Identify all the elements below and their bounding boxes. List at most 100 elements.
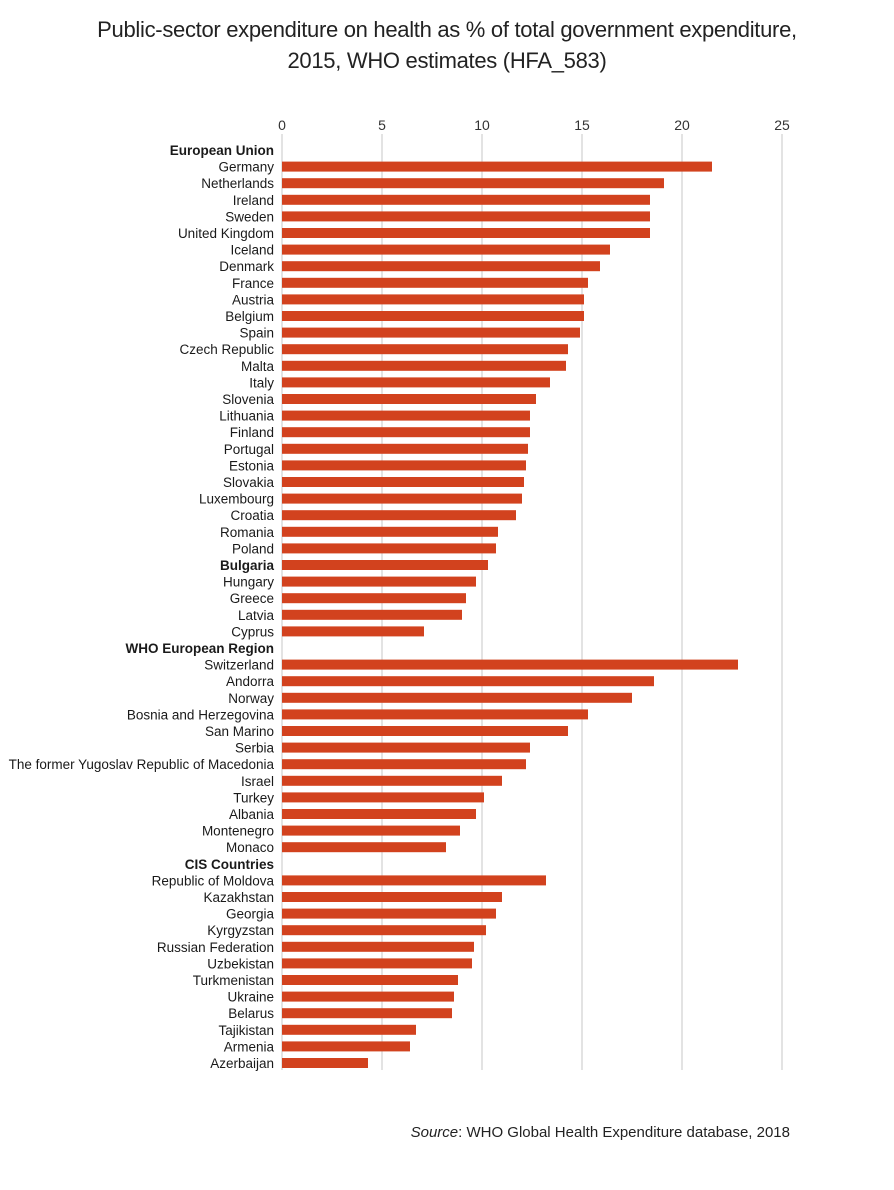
category-label: Tajikistan: [218, 1023, 274, 1038]
bar: [282, 261, 600, 272]
bar: [282, 925, 486, 936]
bar: [282, 394, 536, 404]
bar: [282, 958, 472, 969]
bar: [282, 991, 454, 1002]
category-label: Estonia: [229, 458, 275, 473]
category-label: Finland: [230, 425, 274, 440]
bar: [282, 825, 460, 836]
group-header-label: CIS Countries: [185, 857, 274, 872]
category-label: Denmark: [219, 259, 274, 274]
bar: [282, 560, 488, 570]
chart-title-line-2: 2015, WHO estimates (HFA_583): [287, 48, 607, 73]
x-tick-label: 5: [378, 117, 386, 133]
category-label: Serbia: [235, 741, 275, 756]
category-label: Switzerland: [204, 658, 274, 673]
bar: [282, 726, 568, 736]
category-label: Slovakia: [223, 475, 275, 490]
bar: [282, 842, 446, 853]
bar: [282, 775, 502, 786]
category-label: Bulgaria: [220, 558, 275, 573]
bar: [282, 477, 524, 487]
x-tick-label: 20: [674, 117, 690, 133]
bar: [282, 327, 580, 338]
bar: [282, 510, 516, 521]
category-label: Spain: [239, 326, 274, 341]
category-label: Latvia: [238, 608, 275, 623]
bar: [282, 1024, 416, 1035]
category-label: Austria: [232, 292, 275, 307]
category-label: Netherlands: [201, 176, 274, 191]
bar: [282, 692, 632, 703]
bar: [282, 460, 526, 471]
bar: [282, 178, 664, 189]
category-label: The former Yugoslav Republic of Macedoni…: [9, 757, 275, 772]
category-label: Sweden: [225, 209, 274, 224]
bar: [282, 526, 498, 537]
chart-title: Public-sector expenditure on health as %…: [0, 14, 894, 76]
bar: [282, 443, 528, 454]
category-label: Kyrgyzstan: [207, 923, 274, 938]
bar: [282, 344, 568, 355]
category-label: Cyprus: [231, 624, 274, 639]
category-label: United Kingdom: [178, 226, 274, 241]
bar: [282, 809, 476, 819]
category-label: Israel: [241, 774, 274, 789]
category-label: Italy: [249, 375, 274, 390]
bar: [282, 277, 588, 288]
category-label: Azerbaijan: [210, 1056, 274, 1071]
chart-title-line-1: Public-sector expenditure on health as %…: [97, 17, 797, 42]
bar: [282, 360, 566, 371]
category-label: Kazakhstan: [203, 890, 274, 905]
x-tick-labels: 0 5 10 15 20 25: [278, 117, 790, 133]
category-label: Iceland: [230, 243, 274, 258]
bar: [282, 427, 530, 438]
x-tick-label: 15: [574, 117, 590, 133]
bar: [282, 244, 610, 255]
category-label: Belgium: [225, 309, 274, 324]
group-header-label: WHO European Region: [126, 641, 275, 656]
category-label: Malta: [241, 359, 275, 374]
category-label: Ireland: [233, 193, 274, 208]
bar: [282, 742, 530, 753]
category-label: Czech Republic: [179, 342, 274, 357]
bar: [282, 941, 474, 952]
category-label: Croatia: [230, 508, 274, 523]
category-label: Hungary: [223, 575, 274, 590]
bar: [282, 294, 584, 305]
bar: [282, 377, 550, 388]
source-label: Source: [410, 1124, 459, 1141]
bar: [282, 709, 588, 720]
category-label: San Marino: [205, 724, 274, 739]
x-tick-label: 10: [474, 117, 490, 133]
category-label: Republic of Moldova: [152, 873, 275, 888]
category-label: Andorra: [226, 674, 275, 689]
bar: [282, 194, 650, 205]
bar: [282, 676, 654, 687]
bar: [282, 659, 738, 670]
category-label: Luxembourg: [199, 492, 274, 507]
category-label: Montenegro: [202, 824, 274, 839]
category-label: Poland: [232, 541, 274, 556]
category-label: Turkmenistan: [193, 973, 274, 988]
category-label: Slovenia: [222, 392, 274, 407]
bar: [282, 792, 484, 803]
bar: [282, 410, 530, 421]
bars: [282, 161, 738, 1068]
category-label: Monaco: [226, 840, 274, 855]
category-label: Belarus: [228, 1006, 274, 1021]
source-text: : WHO Global Health Expenditure database…: [458, 1124, 790, 1141]
category-label: Portugal: [224, 442, 274, 457]
bar: [282, 975, 458, 985]
bar: [282, 609, 462, 620]
category-label: Romania: [220, 525, 275, 540]
bar: [282, 1041, 410, 1052]
category-label: Uzbekistan: [207, 956, 274, 971]
x-tick-label: 25: [774, 117, 790, 133]
bar: [282, 576, 476, 587]
bar: [282, 211, 650, 222]
bar: [282, 759, 526, 770]
category-label: Ukraine: [227, 990, 274, 1005]
bar: [282, 311, 584, 321]
bar: [282, 1058, 368, 1068]
